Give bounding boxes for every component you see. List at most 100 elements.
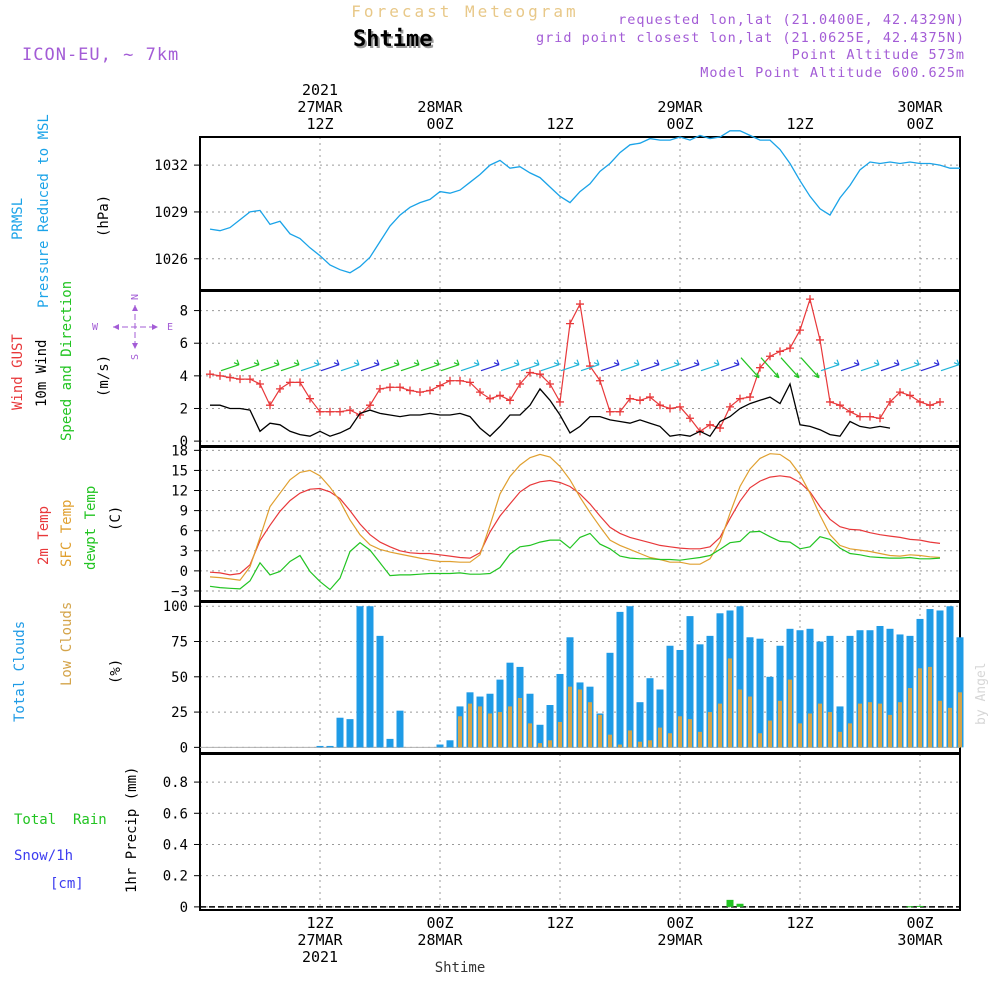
total-cloud-bar [446,740,454,748]
gust-marker [716,424,724,433]
wind-arrow [900,364,920,372]
total-cloud-bar [536,724,544,748]
rain-bar [736,903,744,907]
low-cloud-bar [678,716,682,748]
low-cloud-bar [828,712,832,748]
gust-marker [586,362,594,371]
low-cloud-bar [838,731,842,748]
bottom-time-label: 00Z [906,914,933,932]
panel-frame [199,753,961,911]
snow-label: Snow/1h [14,848,73,864]
gust-marker [596,376,604,385]
top-time-label: 12Z [306,115,333,133]
pressure-line [209,130,960,274]
ytick-label: 0.4 [163,837,188,853]
gust-marker [556,397,564,406]
ytick-label: 4 [180,369,188,385]
gust-marker [436,381,444,390]
compass-n: N [130,294,141,300]
low-clouds-label: Low Clouds [59,602,75,686]
gust-marker [566,319,574,328]
low-cloud-bar [738,689,742,748]
gust-marker [576,300,584,309]
total-cloud-bar [746,637,754,748]
wind-arrow-head [293,359,300,366]
top-time-label: 00Z [426,115,453,133]
low-cloud-bar [798,723,802,748]
low-cloud-bar [638,741,642,748]
gust-marker [626,394,634,403]
wind-arrow [460,364,480,372]
precip-axis-label: 1hr Precip (mm) [124,767,140,893]
total-cloud-bar [696,644,704,748]
model-name: ICON-EU, ~ 7km [22,45,179,65]
bottom-time-label: 28MAR [417,931,463,949]
wind-arrow-head [553,359,560,366]
speed-dir-label: Speed and Direction [59,281,75,441]
gust-marker [356,411,364,419]
gust-marker [346,406,354,415]
total-cloud-bar [626,606,634,748]
low-cloud-bar [748,696,752,748]
low-cloud-bar [888,714,892,748]
gust-marker [366,401,374,410]
wind-arrow-head [913,359,920,366]
ytick-label: 1026 [154,252,188,268]
total-cloud-bar [806,628,814,748]
compass-icon: N S W E [92,294,173,360]
low-cloud-bar [548,740,552,748]
compass-w: W [92,322,99,333]
gust-marker [826,397,834,406]
bottom-time-label: 27MAR [297,931,343,949]
gust-marker [516,380,524,388]
wind-arrow [440,364,460,372]
wind-arrow-head [693,359,700,366]
low-cloud-bar [878,703,882,748]
gust-marker [766,352,774,361]
gust-marker [816,335,824,344]
gust-marker [676,402,684,411]
wind-arrow-head [593,359,600,366]
gust-marker [236,375,244,384]
gust-marker [856,412,864,421]
total-cloud-bar [606,652,614,748]
wind-arrow [380,364,400,372]
ytick-label: 15 [171,463,188,479]
top-time-label: 27MAR [297,98,343,116]
gust-marker [466,378,474,387]
low-cloud-bar [508,706,512,748]
gust-marker [336,407,344,416]
gust-marker [606,407,614,416]
top-time-label: 00Z [666,115,693,133]
ytick-label: 50 [171,670,188,686]
gust-marker [526,368,534,377]
low-cloud-bar [718,703,722,748]
wind-arrow-head [413,359,420,366]
gust-marker [756,363,764,372]
ytick-label: 1029 [154,205,188,221]
gust-marker [936,397,944,406]
wind-arrow [580,364,600,372]
total-clouds-label: Total Clouds [12,621,28,722]
low-cloud-bar [648,740,652,748]
wind-arrow-head [653,359,660,366]
low-cloud-bar [908,688,912,748]
gust-marker [546,380,554,388]
low-cloud-bar [938,700,942,748]
gust-marker [916,397,924,406]
wind-arrow-head [753,372,760,379]
ytick-label: 12 [171,484,188,500]
ytick-label: 0 [180,564,188,580]
gust-marker [216,371,224,380]
wind-arrow-head [493,359,500,366]
gust-marker [286,378,294,387]
bottom-time-label: 12Z [786,914,813,932]
gust-marker [806,295,814,304]
low-cloud-bar [688,719,692,748]
top-time-label: 28MAR [417,98,463,116]
wind-arrow [800,357,820,379]
wind-arrow-head [933,359,940,366]
total-cloud-bar [686,616,694,748]
total-cloud-bar [896,634,904,748]
ytick-label: −3 [171,584,188,600]
